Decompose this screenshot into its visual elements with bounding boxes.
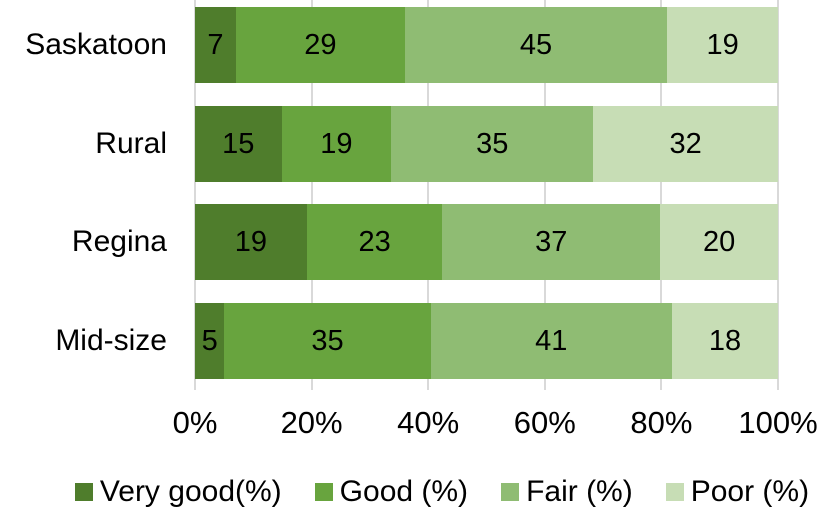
bar-value-label: 41 [535, 324, 568, 357]
legend-item: Poor (%) [665, 475, 810, 509]
bar-value-label: 5 [201, 324, 218, 357]
legend-item: Good (%) [314, 475, 469, 509]
bar-value-label: 20 [702, 225, 736, 258]
bar-row: 19 23 37 20 [195, 204, 778, 280]
legend-label: Poor (%) [690, 475, 810, 508]
bar-value-label: 19 [320, 127, 353, 160]
x-axis-tick-label: 100% [738, 405, 818, 440]
legend-item: Fair (%) [501, 475, 633, 509]
bar-segment-poor: 32 [593, 106, 778, 182]
legend-swatch [74, 483, 93, 501]
plot-area: 7 29 45 19 15 19 35 32 19 23 37 20 5 35 41 18 [194, 0, 779, 390]
bar-value-label: 23 [358, 225, 391, 258]
legend: Very good(%) Good (%) Fair (%) Poor (%) [25, 473, 834, 511]
bar-segment-very-good: 15 [195, 106, 282, 182]
category-label: Mid-size [55, 324, 167, 357]
category-label: Rural [95, 127, 167, 160]
bar-row: 15 19 35 32 [195, 106, 778, 182]
bar-segment-poor: 19 [667, 7, 778, 83]
bar-row: 5 35 41 18 [195, 303, 778, 379]
x-axis-tick-label: 60% [513, 405, 576, 440]
bar-segment-fair: 35 [391, 106, 594, 182]
category-label: Saskatoon [25, 28, 167, 61]
bar-segment-fair: 37 [442, 204, 661, 280]
gridline [194, 0, 196, 390]
bar-value-label: 32 [669, 127, 702, 160]
bar-value-label: 37 [535, 225, 568, 258]
legend-swatch [665, 483, 684, 501]
bar-segment-poor: 18 [671, 303, 778, 379]
bar-value-label: 19 [706, 28, 739, 61]
legend-label: Fair (%) [526, 475, 633, 508]
gridline [427, 0, 430, 390]
bar-value-label: 19 [234, 225, 268, 258]
legend-item: Very good(%) [74, 475, 282, 509]
gridline [777, 0, 779, 390]
bar-segment-fair: 45 [404, 7, 668, 83]
bar-value-label: 35 [311, 324, 344, 357]
bar-value-label: 7 [207, 28, 224, 61]
bar-segment-good: 29 [235, 7, 405, 83]
bar-value-label: 18 [708, 324, 742, 357]
legend-label: Very good(%) [99, 475, 282, 508]
bar-segment-good: 23 [306, 204, 443, 280]
gridline [660, 0, 663, 390]
bar-segment-good: 35 [224, 303, 431, 379]
legend-label: Good (%) [339, 475, 469, 508]
bar-value-label: 15 [222, 127, 255, 160]
x-axis-tick-label: 20% [280, 405, 343, 440]
gridline [543, 0, 546, 390]
bar-value-label: 29 [304, 28, 337, 61]
bar-value-label: 45 [519, 28, 553, 61]
gridline [310, 0, 313, 390]
bar-segment-fair: 41 [430, 303, 672, 379]
bar-segment-poor: 20 [660, 204, 778, 280]
bar-segment-very-good: 7 [195, 7, 236, 83]
legend-swatch [314, 483, 333, 501]
x-axis-tick-label: 80% [630, 405, 693, 440]
x-axis-tick-label: 0% [172, 405, 218, 440]
legend-swatch [501, 483, 520, 501]
bar-row: 7 29 45 19 [195, 7, 778, 83]
bar-value-label: 35 [476, 127, 509, 160]
bar-segment-very-good: 5 [195, 303, 225, 379]
bar-segment-good: 19 [281, 106, 392, 182]
bar-segment-very-good: 19 [195, 204, 307, 280]
x-axis-tick-label: 40% [397, 405, 460, 440]
category-label: Regina [71, 225, 167, 258]
